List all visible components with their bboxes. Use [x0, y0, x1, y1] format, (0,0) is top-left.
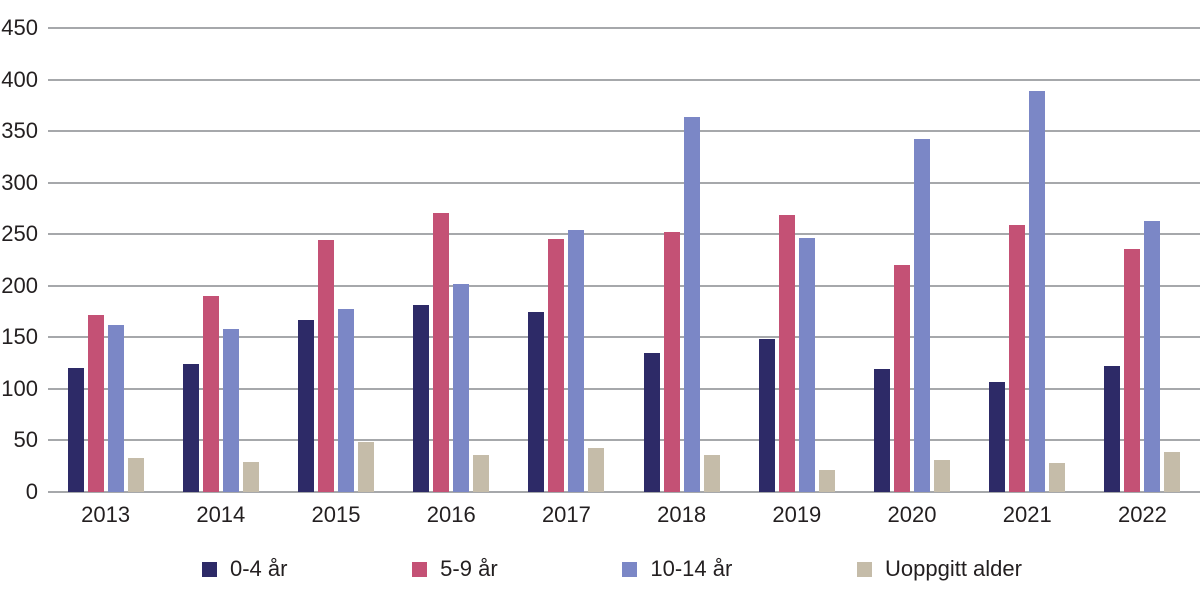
- legend: 0-4 år 5-9 år 10-14 år Uoppgitt alder: [202, 556, 1022, 582]
- legend-swatch-icon: [412, 561, 428, 577]
- y-axis-tick-label: 400: [1, 66, 38, 92]
- bar-2013-5-9 år: [87, 314, 104, 492]
- bar-group-2015: [278, 28, 393, 492]
- y-axis-tick-label: 450: [1, 15, 38, 40]
- bar-2022-10-14 år: [1144, 220, 1161, 492]
- bar-2014-0-4 år: [182, 364, 199, 492]
- legend-swatch-icon: [622, 561, 638, 577]
- x-axis-tick-label: 2017: [541, 502, 591, 527]
- bar-2014-10-14 år: [222, 329, 239, 492]
- y-axis: 0 50 100 150 200 250 300 350 400 450: [0, 16, 38, 504]
- legend-item-0-4 år: 0-4 år: [202, 556, 287, 582]
- bar-2014-Uoppgitt alder: [242, 462, 259, 492]
- gridline: [48, 27, 1200, 29]
- bar-2020-0-4 år: [874, 369, 891, 492]
- gridline: [48, 130, 1200, 133]
- bar-2015-0-4 år: [298, 319, 314, 492]
- y-axis-tick-label: 200: [1, 272, 38, 298]
- x-axis-tick-label: 2019: [772, 502, 822, 527]
- bar-2016-5-9 år: [433, 212, 450, 492]
- gridline: [48, 336, 1200, 339]
- bar-group-2016: [394, 28, 509, 492]
- x-axis-tick-label: 2021: [1002, 502, 1052, 527]
- bar-group-2022: [1085, 28, 1200, 492]
- bar-2020-Uoppgitt alder: [934, 460, 951, 492]
- gridline: [48, 181, 1200, 184]
- bar-2017-10-14 år: [568, 230, 585, 492]
- y-axis-tick-label: 100: [1, 375, 38, 401]
- bar-2013-Uoppgitt alder: [127, 458, 144, 492]
- bar-2020-10-14 år: [914, 139, 931, 492]
- y-axis-tick-label: 50: [13, 427, 38, 453]
- bar-2015-10-14 år: [338, 308, 354, 492]
- bar-2022-0-4 år: [1104, 366, 1121, 492]
- bar-2021-Uoppgitt alder: [1049, 463, 1066, 492]
- bar-2021-10-14 år: [1029, 90, 1046, 492]
- y-axis-tick-label: 250: [1, 221, 38, 247]
- bar-2015-5-9 år: [318, 240, 334, 492]
- bar-group-2019: [739, 28, 854, 492]
- legend-item-Uoppgitt alder: Uoppgitt alder: [856, 556, 1022, 582]
- legend-label: 5-9 år: [440, 556, 498, 581]
- bar-2022-Uoppgitt alder: [1164, 451, 1181, 492]
- y-axis-tick-label: 0: [25, 479, 38, 504]
- bar-2016-0-4 år: [413, 305, 430, 492]
- y-axis-tick-label: 150: [1, 324, 38, 350]
- x-axis-tick-label: 2018: [657, 502, 707, 527]
- legend-label: Uoppgitt alder: [884, 556, 1022, 581]
- legend-swatch-icon: [856, 561, 872, 577]
- bar-2022-5-9 år: [1124, 248, 1141, 492]
- bar-2021-5-9 år: [1009, 224, 1026, 492]
- bar-2021-0-4 år: [989, 381, 1006, 492]
- legend-label: 10-14 år: [650, 556, 733, 581]
- bar-2018-10-14 år: [683, 116, 700, 492]
- legend-label: 0-4 år: [230, 556, 288, 581]
- bar-2013-0-4 år: [67, 368, 84, 492]
- bar-2017-Uoppgitt alder: [588, 447, 605, 492]
- gridline: [48, 387, 1200, 390]
- bar-2019-Uoppgitt alder: [818, 470, 835, 492]
- bar-2014-5-9 år: [202, 296, 219, 492]
- x-axis-tick-label: 2014: [196, 502, 246, 527]
- bar-2018-0-4 år: [643, 352, 660, 492]
- bar-2017-5-9 år: [548, 239, 565, 492]
- bar-group-2014: [163, 28, 278, 492]
- bar-group-2013: [48, 28, 163, 492]
- bar-2019-5-9 år: [778, 214, 795, 492]
- bar-2015-Uoppgitt alder: [358, 441, 374, 492]
- bar-group-2021: [970, 28, 1085, 492]
- y-axis-tick-label: 300: [1, 169, 38, 195]
- x-axis-tick-label: 2022: [1117, 502, 1167, 527]
- x-axis-tick-label: 2015: [311, 502, 361, 527]
- gridline: [48, 233, 1200, 236]
- x-axis-tick-label: 2016: [426, 502, 476, 527]
- bar-group-2020: [854, 28, 969, 492]
- bar-2016-10-14 år: [453, 283, 470, 492]
- bar-group-2018: [624, 28, 739, 492]
- x-axis-tick-label: 2013: [81, 502, 131, 527]
- bar-groups-layer: [48, 28, 1200, 492]
- gridline: [48, 439, 1200, 442]
- y-axis-tick-label: 350: [1, 118, 38, 144]
- gridline: [48, 78, 1200, 81]
- gridline: [48, 491, 1200, 493]
- gridline: [48, 284, 1200, 287]
- x-axis: 2013 2014 2015 2016 2017 2018 2019 2020 2021 2022: [48, 502, 1200, 528]
- bar-2019-0-4 år: [758, 339, 775, 492]
- legend-item-5-9 år: 5-9 år: [412, 556, 498, 582]
- legend-item-10-14 år: 10-14 år: [622, 556, 732, 582]
- plot-area: [48, 27, 1200, 493]
- x-axis-tick-label: 2020: [887, 502, 937, 527]
- bar-2018-5-9 år: [663, 232, 680, 492]
- legend-swatch-icon: [202, 561, 217, 577]
- bar-2018-Uoppgitt alder: [703, 454, 720, 492]
- bar-2017-0-4 år: [528, 311, 545, 492]
- bar-2013-10-14 år: [107, 325, 124, 492]
- bar-2016-Uoppgitt alder: [473, 454, 490, 492]
- bar-2020-5-9 år: [894, 265, 911, 492]
- bar-2019-10-14 år: [798, 238, 815, 492]
- bar-group-2017: [509, 28, 624, 492]
- gridlines-layer: [48, 27, 1200, 493]
